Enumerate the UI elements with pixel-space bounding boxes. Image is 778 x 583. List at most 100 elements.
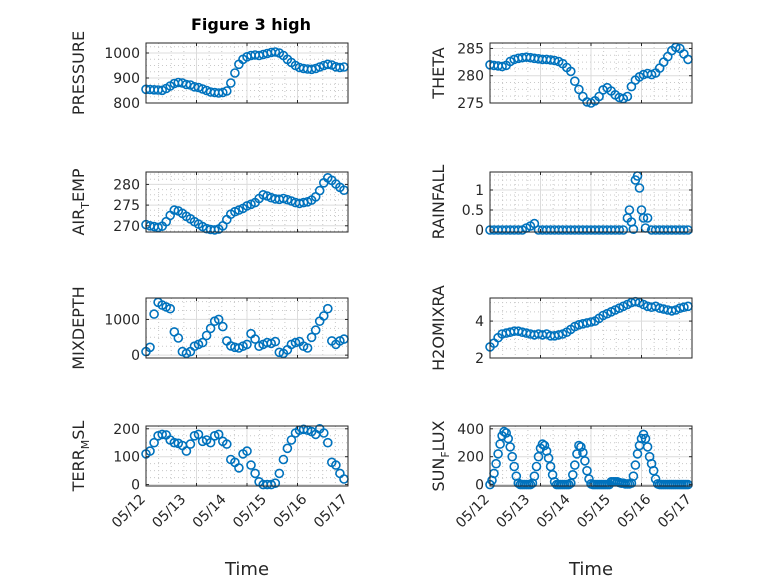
data-point	[322, 437, 333, 448]
data-point	[614, 225, 625, 235]
data-point	[563, 479, 574, 490]
series-markers	[485, 296, 693, 352]
y-tick-label: 200	[457, 450, 484, 466]
data-point	[173, 333, 184, 343]
data-point	[505, 442, 516, 452]
data-point	[586, 317, 596, 327]
x-tick-label: 05/17	[655, 492, 695, 532]
y-tick-label: 100	[113, 450, 140, 466]
y-tick-label: 800	[113, 96, 140, 112]
data-point	[310, 325, 321, 335]
y-tick-label: 0	[131, 478, 140, 494]
y-tick-label: 400	[457, 422, 484, 438]
data-point	[234, 463, 244, 473]
y-tick-label: 1	[475, 183, 484, 199]
x-tick-label: 05/15	[230, 492, 270, 532]
data-point	[628, 471, 639, 482]
y-tick-label: 900	[113, 71, 140, 87]
data-point	[331, 460, 341, 470]
data-point	[246, 460, 256, 470]
x-tick-label: 05/16	[271, 491, 311, 531]
x-axis-label: Time	[568, 559, 613, 580]
series-markers	[141, 47, 349, 98]
data-point	[250, 468, 260, 479]
data-point	[193, 82, 204, 93]
data-point	[149, 309, 159, 319]
data-point	[157, 429, 167, 440]
data-point	[270, 478, 281, 489]
data-point	[250, 334, 260, 344]
data-point	[622, 91, 633, 102]
y-tick-label: 200	[113, 422, 140, 438]
data-point	[222, 86, 232, 96]
x-tick-label: 05/13	[493, 492, 533, 532]
panel-terr_msl: 0 100 200 TERRMSL 05/12 05/13 05/14 05/15 05/16 0…	[69, 421, 351, 580]
data-point	[278, 454, 289, 465]
data-point	[242, 339, 252, 350]
data-point	[290, 337, 301, 348]
data-point	[501, 428, 512, 438]
panel-pressure: 800 900 1000 PRESSURE Figure 3 high	[69, 15, 349, 115]
y-tick-label: 275	[457, 96, 484, 112]
data-point	[507, 451, 518, 462]
data-point	[270, 336, 281, 347]
series-markers	[141, 423, 349, 490]
y-tick-label: 280	[457, 69, 484, 85]
data-point	[572, 449, 582, 459]
data-point	[153, 222, 163, 233]
y-axis-label: PRESSURE	[69, 31, 88, 115]
data-point	[574, 440, 584, 451]
data-point	[632, 449, 643, 459]
data-point	[322, 303, 333, 314]
data-point	[553, 330, 564, 340]
data-point	[149, 437, 159, 448]
y-tick-label: 1000	[104, 312, 140, 328]
data-point	[569, 460, 580, 470]
y-tick-label: 285	[457, 41, 484, 57]
data-point	[282, 443, 293, 454]
y-tick-label: 0	[475, 478, 484, 494]
data-point	[565, 66, 576, 77]
data-point	[318, 428, 329, 438]
data-point	[578, 447, 588, 458]
data-point	[537, 439, 548, 449]
data-point	[205, 437, 216, 448]
y-axis-label: MIXDEPTH	[69, 286, 88, 369]
y-tick-label: 2	[475, 351, 484, 367]
data-point	[213, 429, 224, 440]
data-point	[491, 458, 501, 469]
data-point	[274, 347, 285, 358]
data-point	[539, 440, 550, 451]
data-point	[201, 330, 212, 341]
panel-air_temp: 270 275 280 AIRTEMP	[69, 168, 349, 236]
y-tick-label: 0	[131, 348, 140, 364]
data-point	[549, 55, 560, 66]
data-point	[193, 429, 204, 440]
data-point	[209, 225, 220, 235]
data-point	[282, 194, 293, 205]
data-point	[638, 213, 649, 223]
chart-title: Figure 3 high	[191, 15, 311, 34]
data-point	[679, 225, 689, 235]
y-axis-label: AIRTEMP	[69, 168, 92, 235]
series-markers	[485, 171, 693, 235]
data-point	[565, 478, 576, 489]
data-point	[531, 461, 542, 472]
y-axis-label: H2OMIXRA	[429, 285, 448, 371]
x-tick-label: 05/14	[534, 491, 574, 531]
series-markers	[485, 426, 693, 490]
y-axis-label: TERRMSL	[69, 421, 92, 493]
x-tick-label: 05/16	[615, 491, 655, 531]
y-tick-label: 0	[475, 223, 484, 239]
data-point	[185, 439, 196, 449]
data-point	[493, 449, 503, 459]
data-point	[165, 303, 175, 314]
data-point	[533, 451, 544, 462]
x-axis-label: Time	[224, 559, 269, 580]
data-point	[302, 343, 313, 353]
data-point	[499, 426, 509, 437]
x-tick-label: 05/13	[149, 492, 189, 532]
data-point	[574, 84, 584, 95]
data-point	[529, 471, 540, 482]
data-point	[666, 306, 677, 316]
